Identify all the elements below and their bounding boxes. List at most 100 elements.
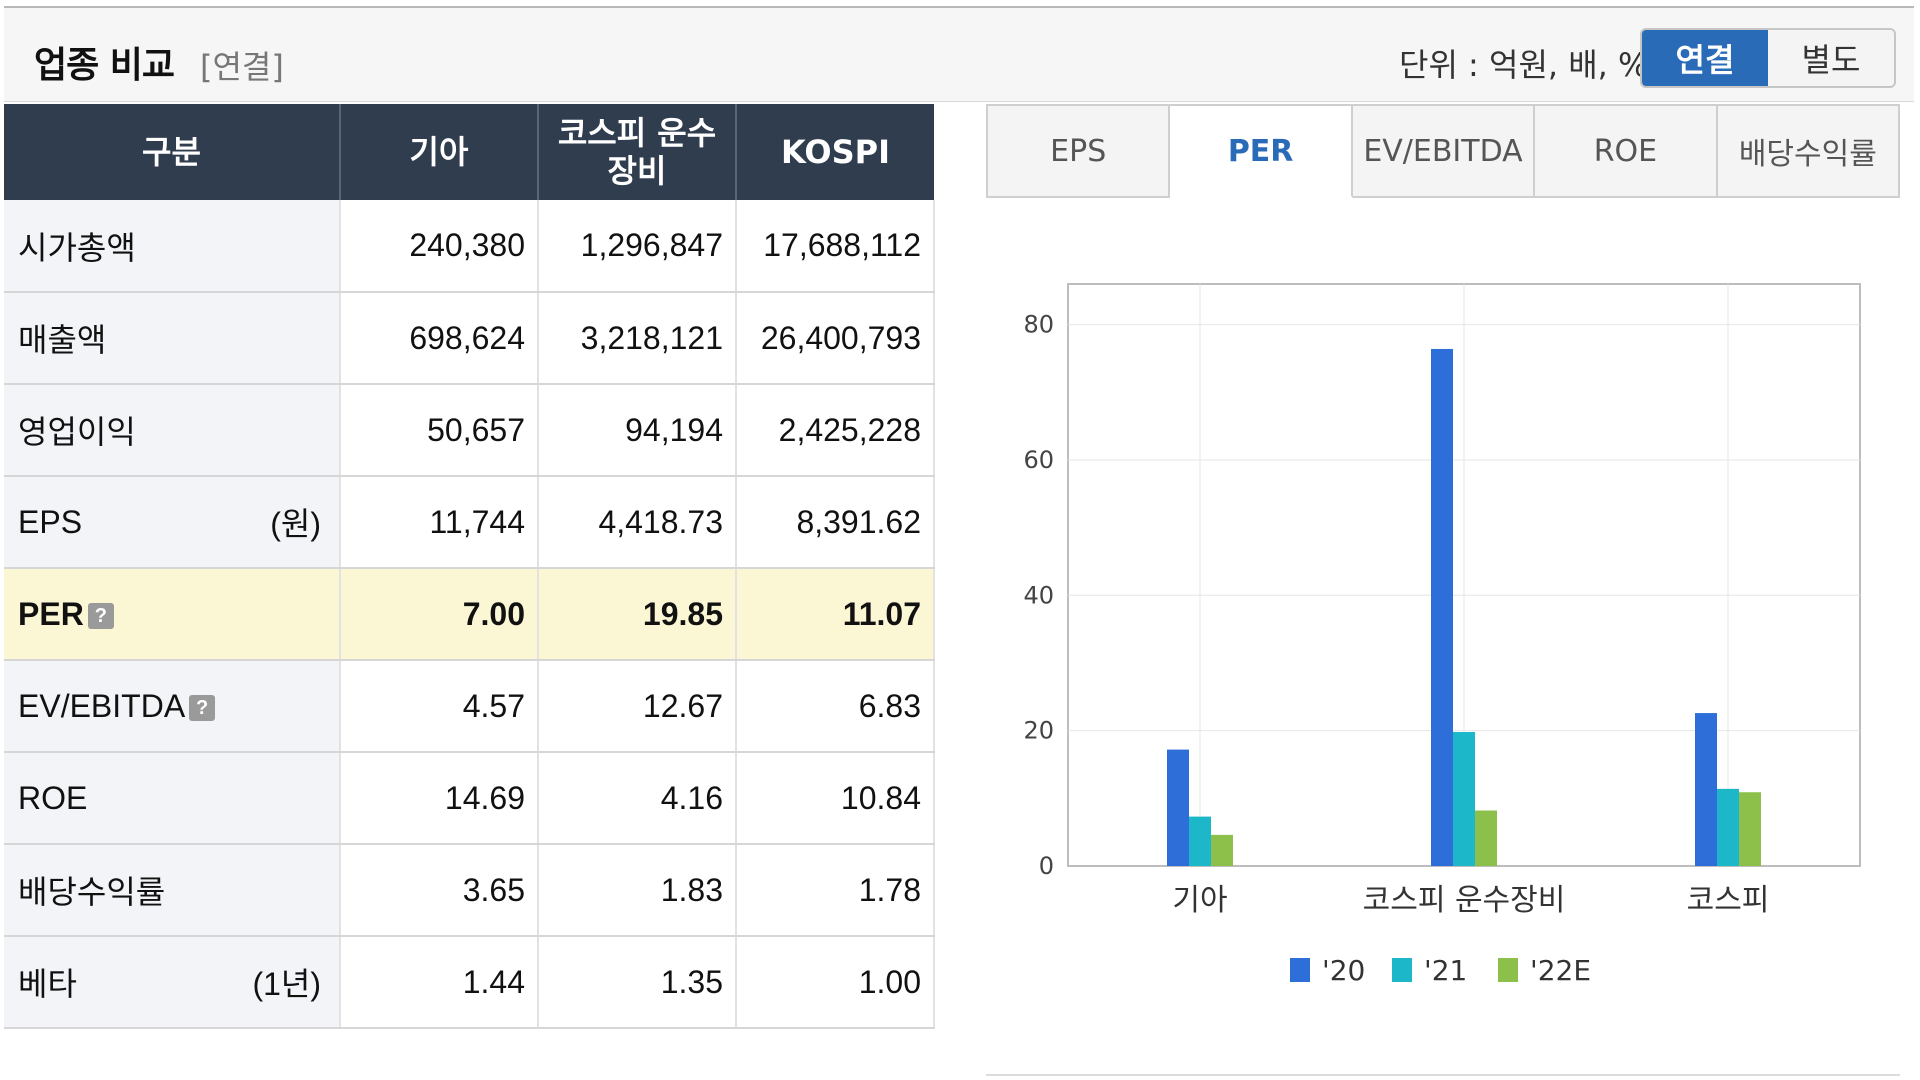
value-cell: 3.65 <box>340 844 539 937</box>
value-cell: 1.00 <box>736 936 935 1029</box>
value-cell: 1.83 <box>538 844 737 937</box>
value-cell: 6.83 <box>736 660 935 753</box>
tab-roe[interactable]: ROE <box>1535 104 1718 198</box>
row-label-cell: 영업이익 <box>4 384 341 477</box>
row-label-cell: 배당수익률 <box>4 844 341 937</box>
table-row: ROE 14.69 4.16 10.84 <box>4 752 935 845</box>
value-cell: 1.44 <box>340 936 539 1029</box>
row-label-cell: 베타 (1년) <box>4 936 341 1029</box>
value-cell: 12.67 <box>538 660 737 753</box>
value-cell: 3,218,121 <box>538 292 737 385</box>
legend-swatch <box>1392 958 1412 982</box>
value-cell: 7.00 <box>340 568 539 661</box>
table-row: 영업이익 50,657 94,194 2,425,228 <box>4 384 935 477</box>
row-label: 시가총액 <box>18 229 136 266</box>
row-label-cell: PER? <box>4 568 341 661</box>
column-header-kia: 기아 <box>340 104 539 200</box>
row-label: 영업이익 <box>18 414 136 450</box>
row-label-cell: ROE <box>4 752 341 845</box>
table-row: 시가총액 240,380 1,296,847 17,688,112 <box>4 200 935 293</box>
page-subtitle: [연결] <box>200 48 284 86</box>
row-label-cell: EPS (원) <box>4 476 341 569</box>
bar <box>1211 834 1233 866</box>
separate-button[interactable]: 별도 <box>1768 30 1894 86</box>
row-label: 매출액 <box>18 322 107 358</box>
value-cell: 1,296,847 <box>538 200 737 293</box>
table-row: EV/EBITDA? 4.57 12.67 6.83 <box>4 660 935 753</box>
y-tick-label: 0 <box>1039 852 1054 880</box>
value-cell: 50,657 <box>340 384 539 477</box>
value-cell: 26,400,793 <box>736 292 935 385</box>
row-label-cell: 시가총액 <box>4 200 341 293</box>
chart-bottom-divider <box>986 1074 1900 1076</box>
table-row: 배당수익률 3.65 1.83 1.78 <box>4 844 935 937</box>
row-label: EPS <box>18 503 83 540</box>
column-header-category: 구분 <box>4 104 341 200</box>
help-icon[interactable]: ? <box>87 603 114 630</box>
table-row: 베타 (1년) 1.44 1.35 1.00 <box>4 936 935 1029</box>
table-row: 매출액 698,624 3,218,121 26,400,793 <box>4 292 935 385</box>
value-cell: 17,688,112 <box>736 200 935 293</box>
bar <box>1167 749 1189 866</box>
value-cell: 4,418.73 <box>538 476 737 569</box>
bar <box>1453 732 1475 866</box>
value-cell: 11.07 <box>736 568 935 661</box>
value-cell: 1.78 <box>736 844 935 937</box>
legend-swatch <box>1498 958 1518 982</box>
row-label: 배당수익률 <box>18 874 166 910</box>
value-cell: 19.85 <box>538 568 737 661</box>
per-bar-chart: 0 20 40 60 80 기아 코스피 운수장비 코스피 '20 '21 '22E <box>1023 283 1861 987</box>
consolidation-toggle: 연결 별도 <box>1640 28 1896 88</box>
industry-comparison-table: 구분 기아 코스피 운수장비 KOSPI 시가총액 240,380 1,296,84… <box>4 104 935 1029</box>
bar <box>1717 788 1739 866</box>
y-tick-label: 60 <box>1023 446 1054 474</box>
legend-swatch <box>1290 958 1310 982</box>
page-title: 업종 비교 <box>34 45 175 86</box>
row-unit: (1년) <box>252 966 321 1002</box>
value-cell: 11,744 <box>340 476 539 569</box>
table-row: PER? 7.00 19.85 11.07 <box>4 568 935 661</box>
y-tick-label: 20 <box>1023 717 1054 745</box>
bar <box>1475 810 1497 866</box>
value-cell: 14.69 <box>340 752 539 845</box>
y-tick-label: 40 <box>1023 581 1054 609</box>
x-tick-label: 코스피 운수장비 <box>1363 883 1566 918</box>
y-tick-label: 80 <box>1023 311 1054 339</box>
x-tick-label: 기아 <box>1172 883 1227 918</box>
metric-tabs: EPS PER EV/EBITDA ROE 배당수익률 <box>986 104 1901 198</box>
help-icon[interactable]: ? <box>189 695 216 722</box>
value-cell: 94,194 <box>538 384 737 477</box>
row-label: ROE <box>18 779 88 816</box>
value-cell: 4.57 <box>340 660 539 753</box>
value-cell: 10.84 <box>736 752 935 845</box>
header-bar: 업종 비교 [연결] 단위 : 억원, 배, % 연결 별도 <box>4 6 1914 102</box>
tab-dividend-yield[interactable]: 배당수익률 <box>1717 104 1901 198</box>
table-header-row: 구분 기아 코스피 운수장비 KOSPI <box>4 104 934 200</box>
tab-eps[interactable]: EPS <box>986 104 1171 198</box>
consolidated-button[interactable]: 연결 <box>1642 30 1768 86</box>
value-cell: 1.35 <box>538 936 737 1029</box>
bar <box>1189 816 1211 866</box>
table-row: EPS (원) 11,744 4,418.73 8,391.62 <box>4 476 935 569</box>
legend-label: '22E <box>1530 954 1591 987</box>
row-unit: (원) <box>270 506 321 542</box>
value-cell: 8,391.62 <box>736 476 935 569</box>
tab-per[interactable]: PER <box>1170 104 1353 198</box>
column-header-kospi: KOSPI <box>736 104 934 200</box>
column-header-kospi-transport: 코스피 운수장비 <box>538 104 737 200</box>
value-cell: 698,624 <box>340 292 539 385</box>
row-label: 베타 <box>18 966 77 1002</box>
row-label: PER <box>18 595 84 632</box>
bar <box>1431 348 1453 867</box>
value-cell: 2,425,228 <box>736 384 935 477</box>
x-tick-label: 코스피 <box>1687 883 1770 918</box>
row-label-cell: EV/EBITDA? <box>4 660 341 753</box>
tab-ev-ebitda[interactable]: EV/EBITDA <box>1352 104 1536 198</box>
value-cell: 240,380 <box>340 200 539 293</box>
legend-label: '21 <box>1424 954 1467 987</box>
row-label-cell: 매출액 <box>4 292 341 385</box>
row-label: EV/EBITDA <box>18 687 186 724</box>
value-cell: 4.16 <box>538 752 737 845</box>
bar <box>1695 713 1717 866</box>
bar <box>1739 792 1761 866</box>
